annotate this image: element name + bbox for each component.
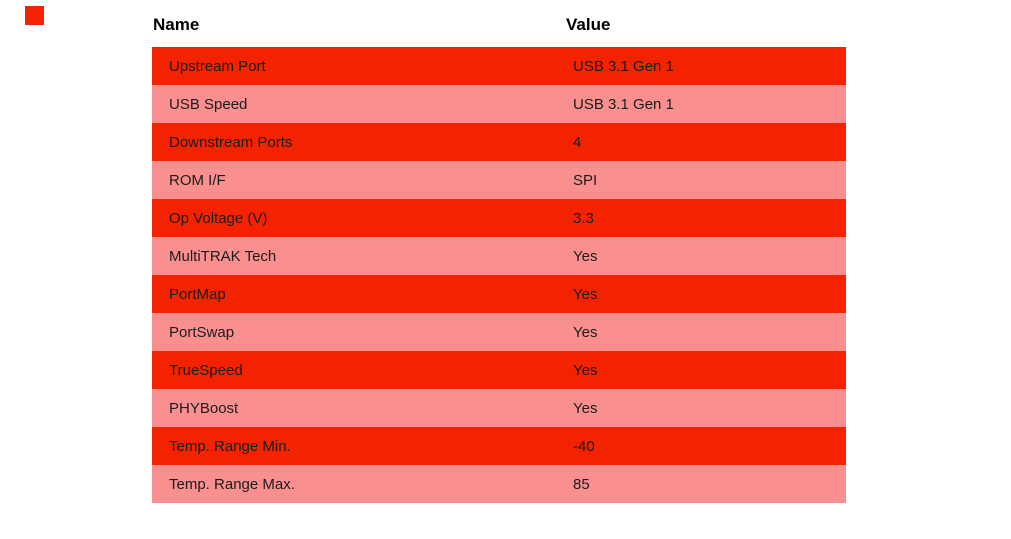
table-row: PortSwap Yes bbox=[152, 313, 846, 351]
table-row: PortMap Yes bbox=[152, 275, 846, 313]
row-name-cell: USB Speed bbox=[169, 95, 248, 113]
row-value-cell: USB 3.1 Gen 1 bbox=[573, 57, 674, 75]
row-name-cell: Temp. Range Max. bbox=[169, 475, 295, 493]
spec-table: Name Value Upstream Port USB 3.1 Gen 1 USB… bbox=[152, 0, 846, 503]
row-name-cell: PHYBoost bbox=[169, 399, 239, 417]
table-row: USB Speed USB 3.1 Gen 1 bbox=[152, 85, 846, 123]
row-name-cell: Upstream Port bbox=[169, 57, 266, 75]
red-square-marker bbox=[25, 6, 44, 25]
row-name-cell: MultiTRAK Tech bbox=[169, 247, 277, 265]
row-value-cell: SPI bbox=[573, 171, 598, 189]
row-value-cell: Yes bbox=[573, 285, 598, 303]
column-header-value: Value bbox=[566, 15, 611, 34]
spec-table-body: Upstream Port USB 3.1 Gen 1 USB Speed USB 3… bbox=[152, 47, 846, 503]
row-value-cell: 85 bbox=[573, 475, 590, 493]
row-value-cell: Yes bbox=[573, 247, 598, 265]
column-header-name: Name bbox=[153, 15, 200, 34]
row-value-cell: Yes bbox=[573, 399, 598, 417]
row-value-cell: USB 3.1 Gen 1 bbox=[573, 95, 674, 113]
table-row: Op Voltage (V) 3.3 bbox=[152, 199, 846, 237]
table-header-row: Name Value bbox=[152, 0, 846, 47]
row-name-cell: PortMap bbox=[169, 285, 226, 303]
table-row: TrueSpeed Yes bbox=[152, 351, 846, 389]
table-row: PHYBoost Yes bbox=[152, 389, 846, 427]
table-row: Temp. Range Min. -40 bbox=[152, 427, 846, 465]
row-name-cell: Op Voltage (V) bbox=[169, 209, 268, 227]
table-row: Downstream Ports 4 bbox=[152, 123, 846, 161]
row-value-cell: 4 bbox=[573, 133, 582, 151]
row-name-cell: PortSwap bbox=[169, 323, 235, 341]
table-row: Temp. Range Max. 85 bbox=[152, 465, 846, 503]
row-name-cell: TrueSpeed bbox=[169, 361, 243, 379]
row-value-cell: -40 bbox=[573, 437, 595, 455]
row-name-cell: Temp. Range Min. bbox=[169, 437, 291, 455]
table-row: MultiTRAK Tech Yes bbox=[152, 237, 846, 275]
row-value-cell: Yes bbox=[573, 323, 598, 341]
table-row: Upstream Port USB 3.1 Gen 1 bbox=[152, 47, 846, 85]
row-value-cell: 3.3 bbox=[573, 209, 594, 227]
row-name-cell: Downstream Ports bbox=[169, 133, 293, 151]
row-name-cell: ROM I/F bbox=[169, 171, 226, 189]
table-row: ROM I/F SPI bbox=[152, 161, 846, 199]
row-value-cell: Yes bbox=[573, 361, 598, 379]
